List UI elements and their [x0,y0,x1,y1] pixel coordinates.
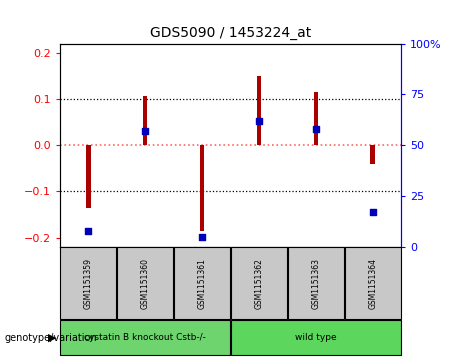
Bar [143,96,148,145]
Bar [313,92,318,145]
Text: GSM1151364: GSM1151364 [368,258,377,309]
Text: wild type: wild type [295,333,337,342]
Point [369,209,376,215]
Bar [86,145,91,208]
Bar [231,247,287,319]
Text: GSM1151363: GSM1151363 [311,258,320,309]
Text: genotype/variation: genotype/variation [5,333,97,343]
Point [312,126,319,132]
Text: GSM1151359: GSM1151359 [84,258,93,309]
Text: cystatin B knockout Cstb-/-: cystatin B knockout Cstb-/- [84,333,206,342]
Text: GSM1151362: GSM1151362 [254,258,263,309]
Text: GSM1151361: GSM1151361 [198,258,207,309]
Bar [231,320,401,355]
Point [198,234,206,240]
Point [255,118,263,124]
Title: GDS5090 / 1453224_at: GDS5090 / 1453224_at [150,26,311,40]
Point [85,228,92,233]
Text: ▶: ▶ [48,333,57,343]
Text: GSM1151360: GSM1151360 [141,258,150,309]
Bar [370,145,375,164]
Bar [257,76,261,145]
Bar [200,145,204,231]
Bar [288,247,343,319]
Bar [60,247,116,319]
Point [142,128,149,134]
Bar [345,247,401,319]
Bar [118,247,173,319]
Bar [60,320,230,355]
Bar [174,247,230,319]
